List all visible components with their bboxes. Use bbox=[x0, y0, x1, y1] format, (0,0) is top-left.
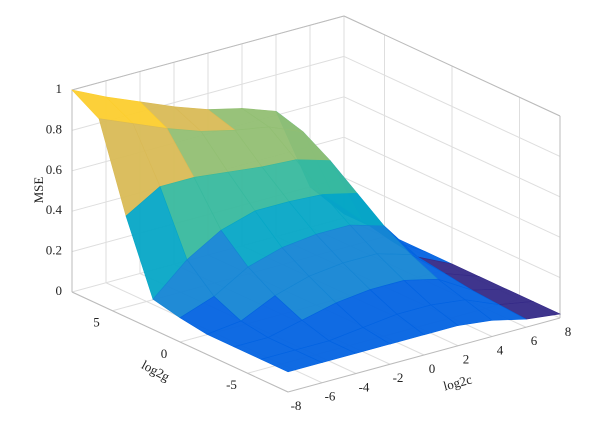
z-axis-label: MSE bbox=[31, 177, 46, 204]
axis-line bbox=[287, 317, 561, 393]
labels: -8 -6 -4 -2 0 2 4 6 8 -5 0 5 0 0.2 0.4 0.6 0.8 1 bbox=[46, 81, 572, 413]
x-tick-label: 8 bbox=[565, 324, 572, 339]
x-tick-label: 4 bbox=[497, 342, 504, 357]
surface-patch bbox=[260, 349, 323, 373]
axis-line bbox=[343, 15, 561, 117]
y-tick-label: -5 bbox=[226, 377, 237, 392]
x-tick-label: 0 bbox=[429, 361, 436, 376]
grid-line bbox=[343, 55, 561, 157]
x-tick-label: -6 bbox=[325, 389, 336, 404]
grid-line bbox=[343, 96, 561, 198]
y-axis-label: log2g bbox=[139, 357, 173, 384]
axis-line bbox=[71, 15, 345, 91]
z-tick-label: 0.6 bbox=[46, 162, 63, 177]
z-tick-label: 0.8 bbox=[46, 121, 62, 136]
x-tick-label: 6 bbox=[531, 333, 538, 348]
y-tick-label: 5 bbox=[93, 315, 100, 330]
x-axis-label: log2c bbox=[442, 371, 474, 393]
y-tick-label: 0 bbox=[161, 346, 168, 361]
axis-line bbox=[71, 291, 289, 393]
grid-line bbox=[343, 136, 561, 238]
x-tick-label: -4 bbox=[359, 379, 370, 394]
z-tick-label: 0.4 bbox=[46, 202, 63, 217]
x-tick-label: -2 bbox=[393, 370, 404, 385]
x-tick-label: -8 bbox=[291, 398, 302, 413]
x-tick-label: 2 bbox=[463, 352, 470, 367]
surface bbox=[71, 89, 562, 373]
grid-line bbox=[343, 177, 561, 279]
z-tick-label: 0 bbox=[56, 283, 63, 298]
z-tick-label: 1 bbox=[56, 81, 63, 96]
z-tick-label: 0.2 bbox=[46, 243, 62, 258]
